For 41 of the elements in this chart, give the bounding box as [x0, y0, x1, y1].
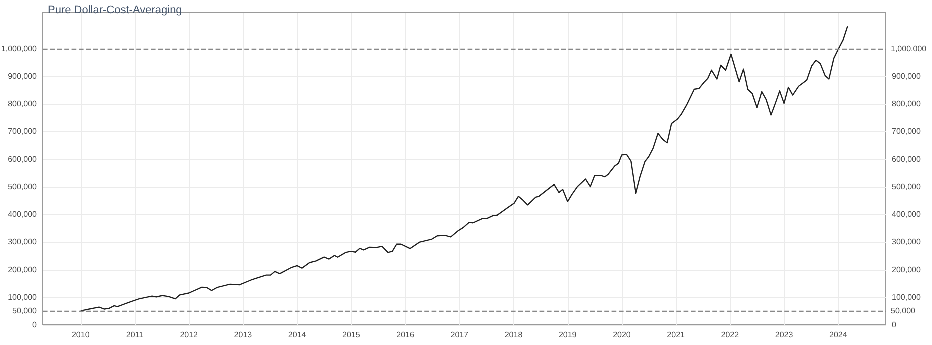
y2-tick-label: 400,000	[892, 210, 922, 220]
x-tick-label: 2017	[450, 330, 470, 340]
x-tick-label: 2016	[396, 330, 415, 340]
x-tick-label: 2013	[234, 330, 253, 340]
x-tick-label: 2022	[721, 330, 740, 340]
y2-tick-label: 300,000	[892, 238, 922, 247]
y2-tick-label: 100,000	[892, 292, 922, 302]
ref-line-label: 50,000	[891, 306, 916, 316]
y2-tick-label: 500,000	[892, 182, 922, 192]
y-tick-label: 100,000	[8, 292, 38, 302]
y2-tick-label: 600,000	[892, 154, 922, 164]
y2-tick-label: 700,000	[892, 127, 922, 136]
y2-tick-label: 800,000	[892, 100, 922, 109]
x-tick-label: 2018	[504, 330, 524, 340]
x-tick-label: 2015	[342, 330, 361, 340]
y2-tick-label: 900,000	[892, 72, 922, 82]
y-tick-label: 200,000	[8, 265, 38, 274]
x-tick-label: 2011	[126, 330, 144, 340]
y-tick-label: 600,000	[8, 154, 38, 164]
x-tick-label: 2019	[558, 330, 578, 340]
y-tick-label: 900,000	[8, 72, 38, 82]
y-tick-label: 400,000	[8, 210, 38, 220]
x-tick-label: 2014	[288, 330, 307, 340]
x-tick-label: 2020	[613, 330, 632, 340]
y-tick-label: 500,000	[8, 182, 38, 192]
x-tick-label: 2024	[829, 330, 848, 340]
y-tick-label: 800,000	[8, 100, 38, 109]
y2-tick-label: 200,000	[892, 265, 922, 274]
chart-title: Pure Dollar-Cost-Averaging	[48, 4, 182, 16]
x-tick-label: 2021	[667, 330, 686, 340]
line-series	[80, 26, 848, 312]
y-tick-label: 700,000	[8, 127, 38, 136]
y-tick-label: 0	[32, 320, 38, 330]
x-tick-label: 2012	[180, 330, 199, 340]
x-tick-label: 2023	[775, 330, 794, 340]
y2-tick-label: 0	[892, 320, 897, 330]
text: 1,000,000	[1, 44, 37, 54]
y-tick-label: 300,000	[8, 238, 38, 247]
ref-line-label: 1,000,000	[891, 44, 928, 54]
x-tick-label: 2010	[72, 330, 90, 340]
text: 50,000	[12, 306, 37, 316]
